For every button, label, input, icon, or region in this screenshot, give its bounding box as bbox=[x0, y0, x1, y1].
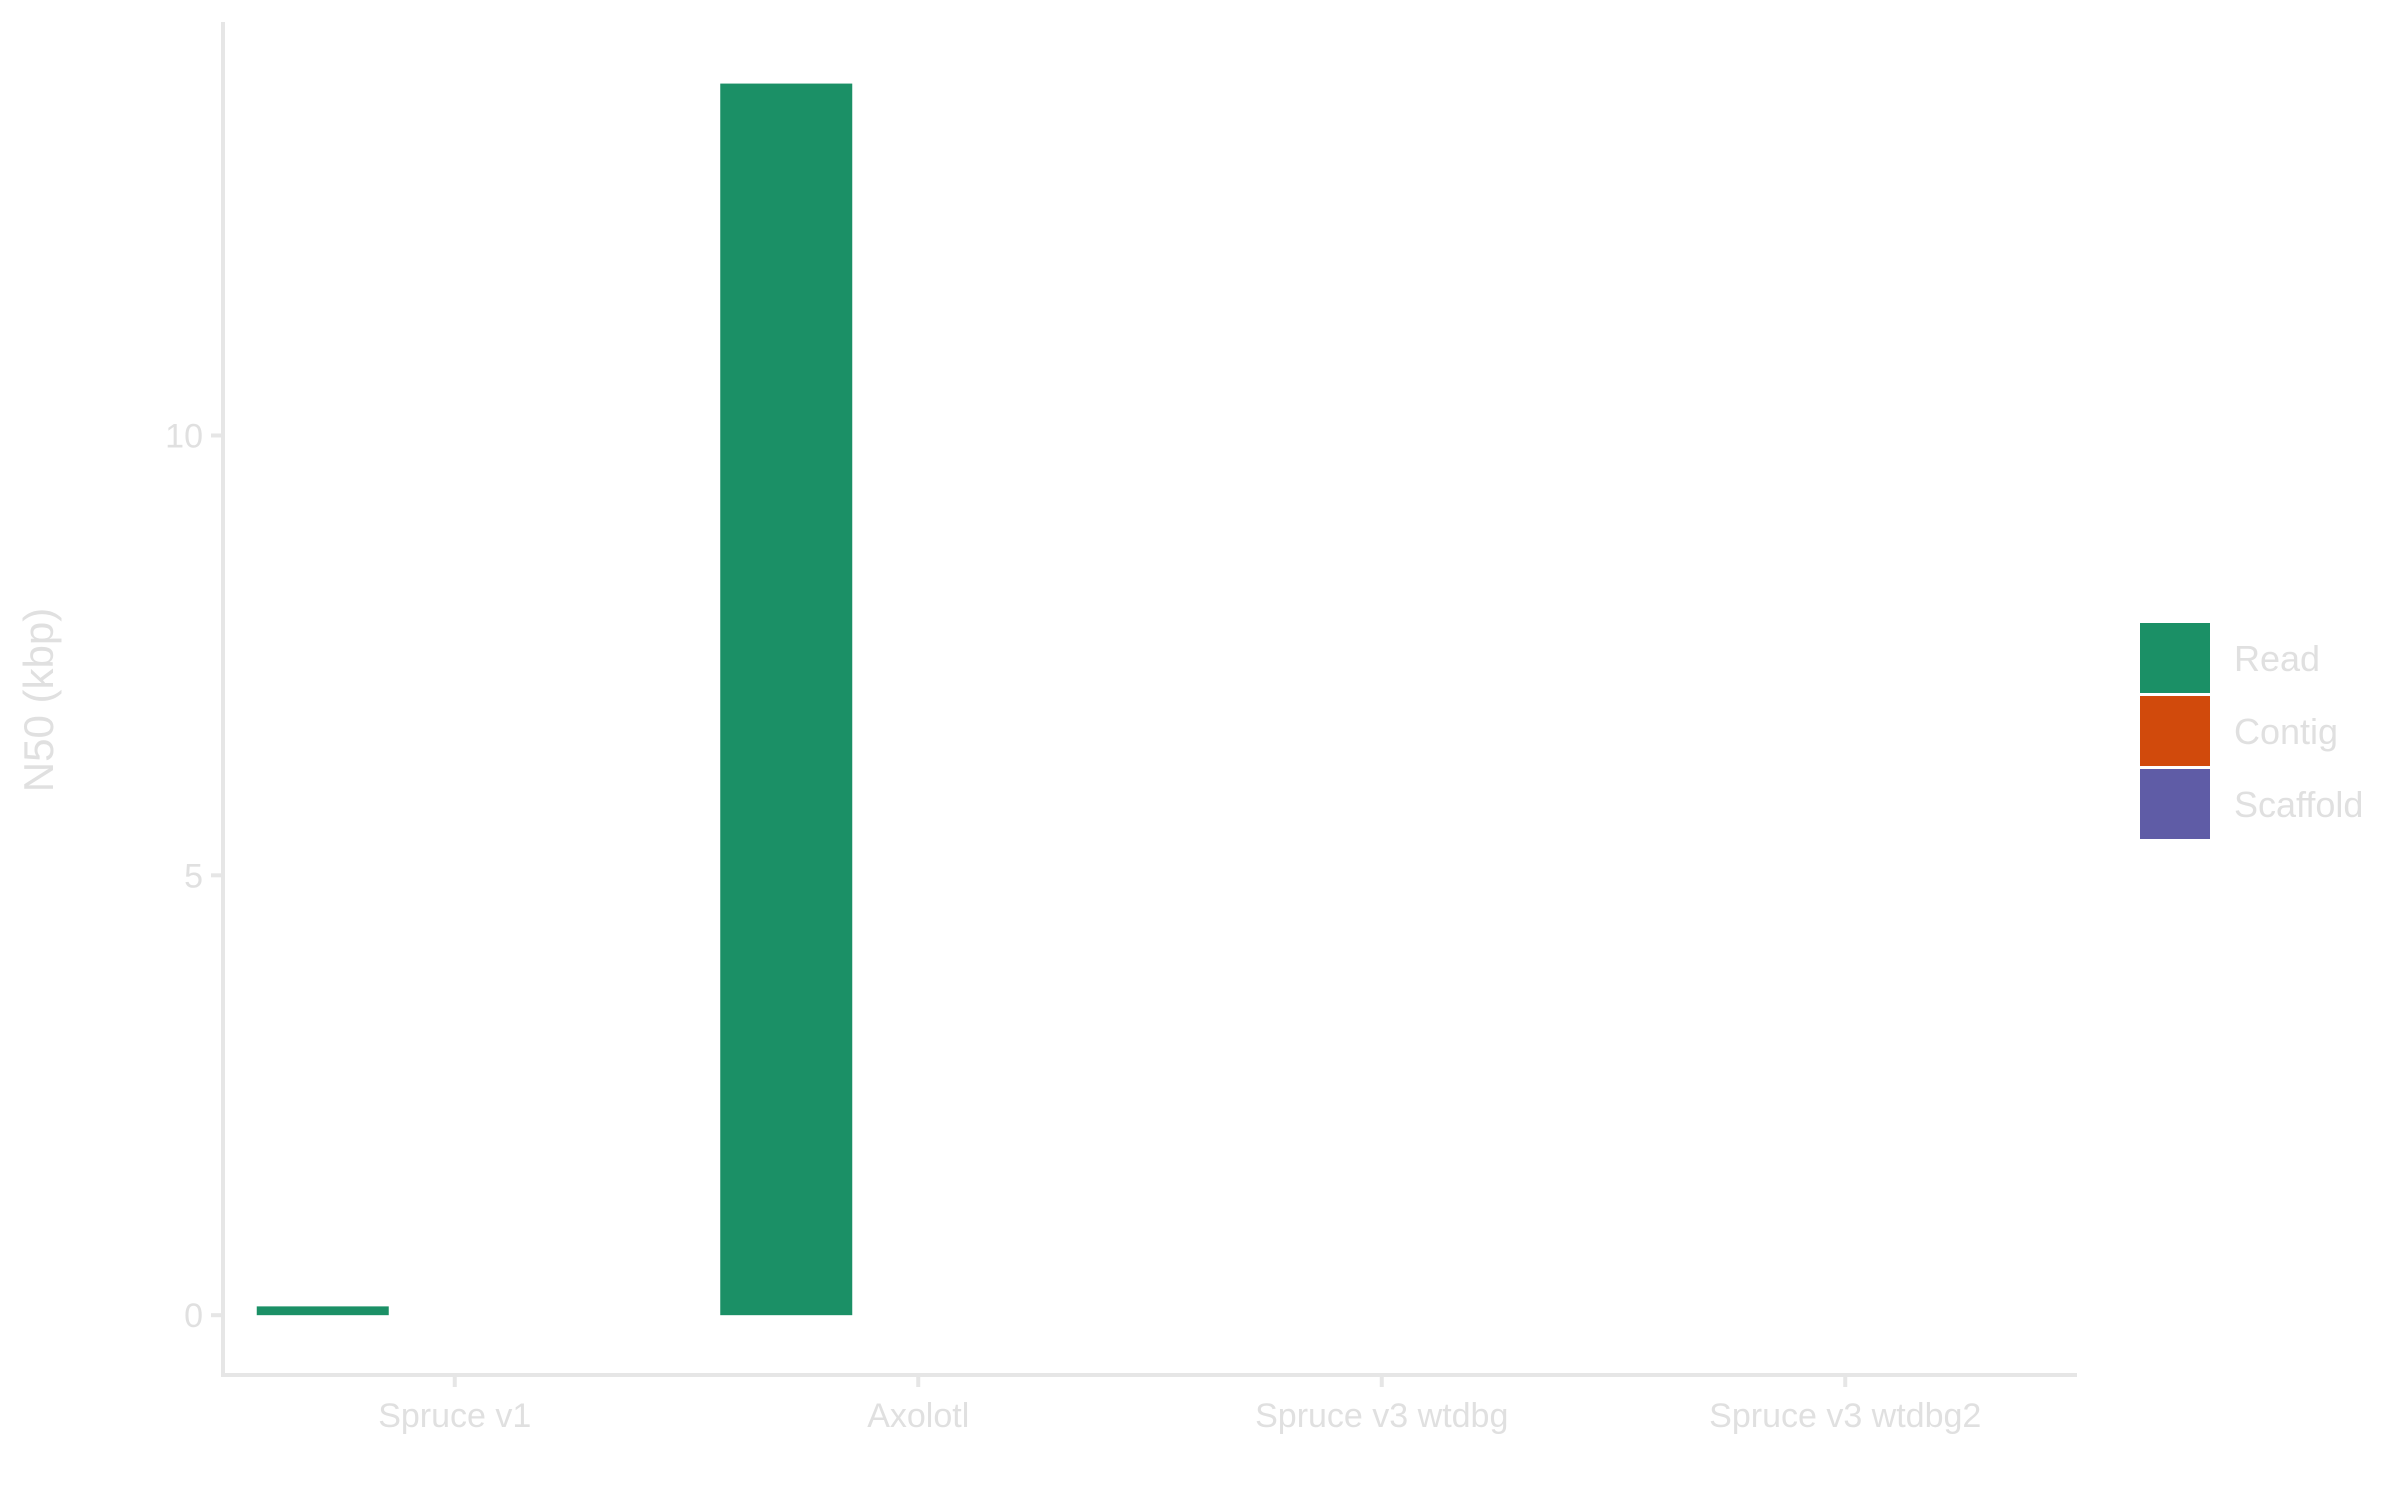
legend: Read Contig Scaffold bbox=[2140, 623, 2363, 839]
legend-label-contig: Contig bbox=[2234, 711, 2338, 752]
legend-label-read: Read bbox=[2234, 638, 2320, 679]
y-ticks: 0 5 10 bbox=[165, 417, 223, 1335]
x-tick-label-3: Spruce v3 wtdbg2 bbox=[1709, 1397, 1981, 1435]
y-tick-label-1: 5 bbox=[184, 857, 203, 895]
bar-read-1 bbox=[720, 83, 853, 1316]
bars-layer bbox=[256, 83, 853, 1316]
legend-key-read bbox=[2140, 623, 2210, 693]
y-axis-title: N50 (kbp) bbox=[15, 608, 62, 792]
y-tick-label-2: 10 bbox=[165, 417, 203, 455]
x-ticks: Spruce v1 Axolotl Spruce v3 wtdbg Spruce v3… bbox=[378, 1375, 1981, 1435]
legend-label-scaffold: Scaffold bbox=[2234, 784, 2363, 825]
bar-read-0 bbox=[256, 1306, 389, 1316]
y-tick-label-0: 0 bbox=[184, 1297, 203, 1335]
legend-key-contig bbox=[2140, 696, 2210, 766]
x-tick-label-2: Spruce v3 wtdbg bbox=[1255, 1397, 1508, 1435]
legend-key-scaffold bbox=[2140, 769, 2210, 839]
x-tick-label-0: Spruce v1 bbox=[378, 1397, 531, 1435]
x-tick-label-1: Axolotl bbox=[867, 1397, 969, 1435]
